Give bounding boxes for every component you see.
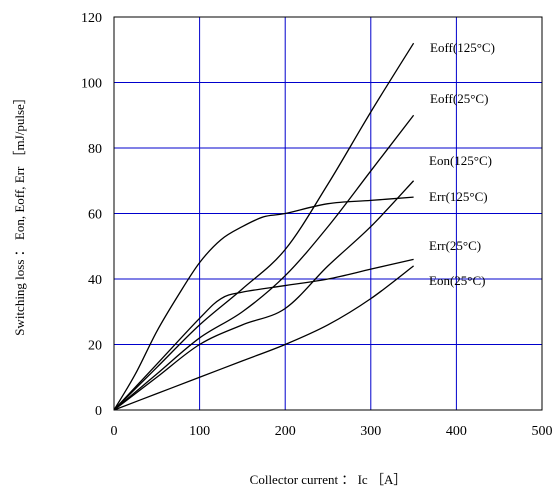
x-axis-label: Collector current ： Ic ［A］ [250, 472, 407, 487]
y-tick-label: 40 [88, 273, 102, 288]
series-label: Eon(25°C) [429, 273, 485, 288]
series-label: Eon(125°C) [429, 153, 492, 168]
y-tick-label: 60 [88, 208, 102, 223]
y-tick-label: 100 [81, 77, 102, 92]
series-label: Err(125°C) [429, 189, 488, 204]
series-line [113, 258, 414, 411]
x-tick-label: 100 [189, 424, 210, 439]
series-line [113, 196, 414, 411]
x-tick-label: 200 [275, 424, 296, 439]
plot-frame [113, 16, 543, 411]
grid-lines [114, 17, 542, 410]
y-axis-label: Switching loss ： Eon, Eoff, Err ［mJ/puls… [12, 91, 27, 336]
x-tick-label: 500 [532, 424, 553, 439]
series-line [113, 114, 415, 411]
tick-labels: 0 100 200 300 400 500 0 20 40 60 80 100 120 [81, 11, 553, 439]
data-series [113, 42, 415, 411]
x-tick-label: 400 [446, 424, 467, 439]
series-label: Err(25°C) [429, 238, 481, 253]
y-tick-label: 120 [81, 11, 102, 26]
y-tick-label: 0 [95, 404, 102, 419]
y-tick-label: 80 [88, 142, 102, 157]
series-line [113, 42, 415, 411]
series-line [113, 265, 414, 411]
x-tick-label: 0 [111, 424, 118, 439]
series-label: Eoff(125°C) [430, 40, 495, 55]
series-labels: Eoff(125°C) Eoff(25°C) Eon(125°C) Err(125°C… [429, 40, 495, 288]
series-label: Eoff(25°C) [430, 91, 488, 106]
x-tick-label: 300 [360, 424, 381, 439]
y-tick-label: 20 [88, 339, 102, 354]
series-line [113, 180, 415, 411]
